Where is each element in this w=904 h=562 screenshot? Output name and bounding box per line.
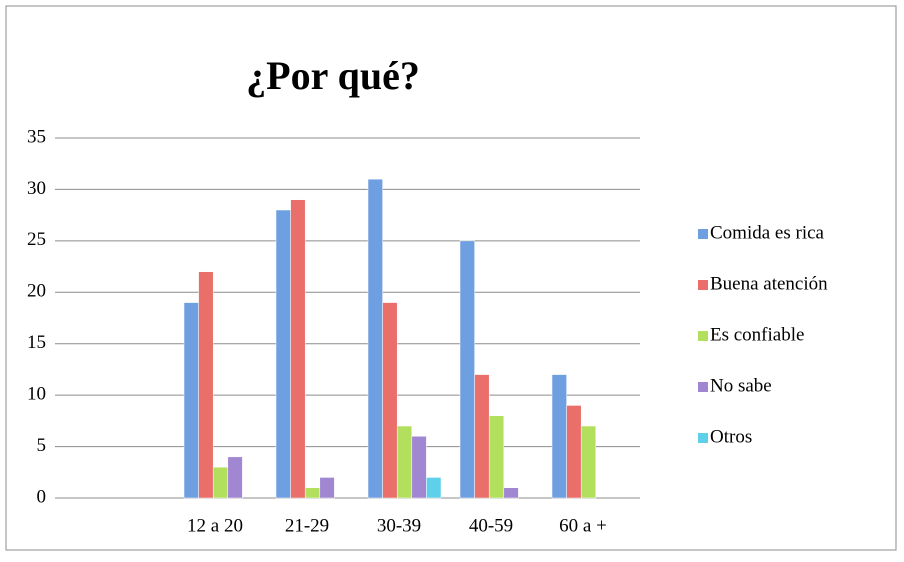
bar <box>459 240 475 499</box>
bar <box>367 178 383 499</box>
bar <box>304 487 321 499</box>
y-tick-label: 15 <box>27 332 46 353</box>
legend-swatch <box>698 382 708 392</box>
chart-border <box>5 5 897 551</box>
bar <box>580 425 597 499</box>
x-tick-label: 60 a + <box>559 515 607 536</box>
bar <box>426 477 442 499</box>
legend-swatch <box>698 280 708 290</box>
bar <box>290 199 306 499</box>
bar <box>183 302 199 499</box>
legend-label: Otros <box>710 426 752 447</box>
legend-label: Comida es rica <box>710 222 825 243</box>
x-tick-label: 40-59 <box>469 515 513 536</box>
x-tick-label: 12 a 20 <box>187 515 243 536</box>
bar <box>198 271 214 499</box>
y-tick-label: 35 <box>27 126 46 147</box>
y-tick-label: 25 <box>27 229 46 250</box>
y-tick-label: 0 <box>37 486 47 507</box>
legend-swatch <box>698 229 708 239</box>
bar <box>396 425 413 499</box>
bar <box>474 374 490 499</box>
y-tick-label: 20 <box>27 281 46 302</box>
bar <box>566 405 582 499</box>
bar <box>212 466 229 499</box>
bar <box>382 302 398 499</box>
bar <box>551 374 567 499</box>
chart-title: ¿Por qué? <box>246 53 420 98</box>
x-tick-label: 30-39 <box>377 515 421 536</box>
bar <box>488 415 505 499</box>
y-tick-label: 5 <box>37 435 47 456</box>
x-tick-label: 21-29 <box>285 515 329 536</box>
y-tick-label: 10 <box>27 384 46 405</box>
legend-swatch <box>698 433 708 443</box>
bar <box>503 487 519 499</box>
y-tick-label: 30 <box>27 178 46 199</box>
legend-label: No sabe <box>710 375 772 396</box>
legend-label: Buena atención <box>710 273 828 294</box>
bar <box>319 477 335 499</box>
bar <box>275 209 291 499</box>
bar <box>411 436 427 499</box>
legend-swatch <box>698 331 708 341</box>
bar <box>227 456 243 499</box>
legend-label: Es confiable <box>710 324 804 345</box>
